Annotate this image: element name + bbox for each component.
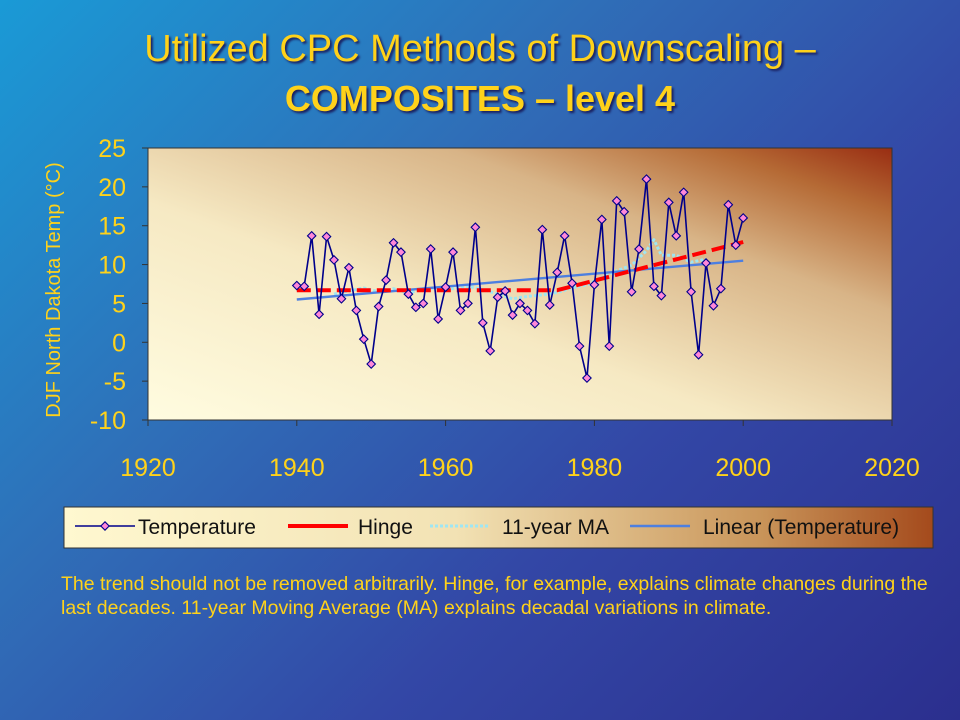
legend-label: Temperature bbox=[138, 516, 256, 539]
x-tick-label: 1920 bbox=[120, 454, 176, 482]
legend-label: 11-year MA bbox=[502, 516, 609, 539]
plot-area bbox=[148, 148, 892, 420]
x-tick-label: 2020 bbox=[864, 454, 920, 482]
x-tick-label: 1960 bbox=[418, 454, 474, 482]
legend-label: Linear (Temperature) bbox=[703, 516, 899, 539]
y-axis-label: DJF North Dakota Temp (°C) bbox=[43, 162, 65, 417]
x-tick-label: 1940 bbox=[269, 454, 325, 482]
x-tick-label: 2000 bbox=[715, 454, 771, 482]
y-axis: 25 20 15 10 5 0 -5 -10 bbox=[90, 135, 148, 435]
y-tick-label: 20 bbox=[98, 174, 126, 202]
y-tick-label: -5 bbox=[104, 368, 126, 396]
caption-text: The trend should not be removed arbitrar… bbox=[61, 572, 931, 620]
y-tick-label: 0 bbox=[112, 329, 126, 357]
y-tick-label: 15 bbox=[98, 213, 126, 241]
y-tick-label: 25 bbox=[98, 135, 126, 163]
legend: Temperature Hinge 11-year MA Linear (Temper… bbox=[64, 507, 933, 548]
x-tick-label: 1980 bbox=[567, 454, 623, 482]
y-tick-label: -10 bbox=[90, 407, 126, 435]
x-axis: 1920 1940 1960 1980 2000 2020 bbox=[120, 420, 920, 482]
legend-label: Hinge bbox=[358, 516, 413, 539]
y-tick-label: 10 bbox=[98, 252, 126, 280]
y-tick-label: 5 bbox=[112, 290, 126, 318]
